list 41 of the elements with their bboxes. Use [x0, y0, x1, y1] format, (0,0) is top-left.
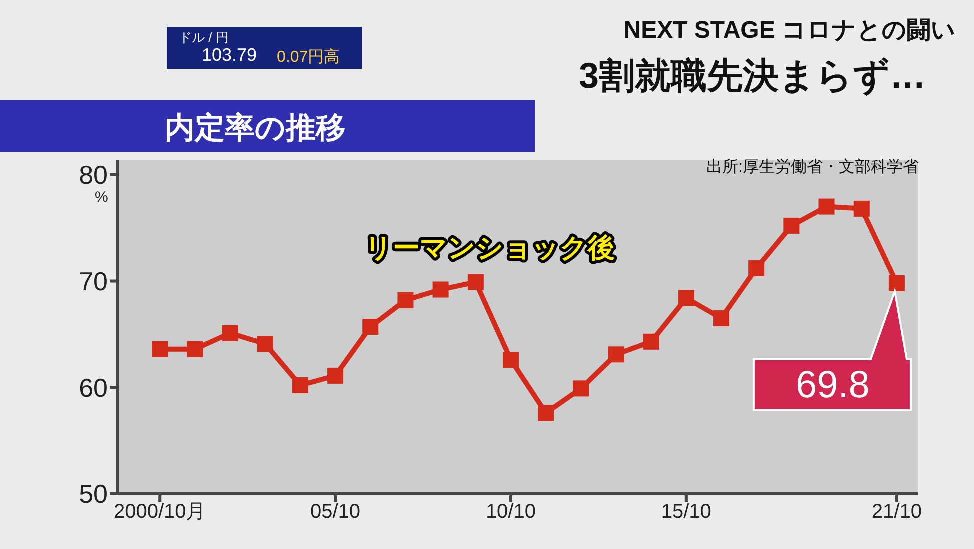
text: NEXT STAGE コロナとの闘い	[624, 16, 956, 46]
point	[222, 325, 238, 342]
point	[292, 378, 308, 394]
annotation: 出所:厚生労働省・文部科学省	[706, 158, 919, 178]
point	[608, 346, 624, 363]
point	[784, 218, 800, 234]
point	[328, 368, 344, 384]
point	[818, 198, 835, 215]
x-tick-label: 10/10	[486, 501, 536, 524]
text: 103.79	[202, 45, 258, 66]
y-tick-label: 80	[79, 160, 108, 190]
y-tick-label: 60	[79, 372, 108, 403]
x-tick-label: 05/10	[310, 501, 361, 524]
point	[573, 380, 590, 397]
point	[748, 260, 765, 276]
text: ドル / 円	[179, 29, 229, 47]
point	[398, 292, 414, 308]
x-tick-label: 21/10	[872, 501, 922, 524]
point	[502, 352, 519, 368]
point	[362, 319, 379, 335]
chart-title: 内定率の推移	[165, 111, 346, 147]
annotation: リーマンショック後	[365, 233, 615, 263]
x-tick-label: 15/10	[661, 501, 712, 524]
data-label: 69.8	[796, 364, 870, 406]
text: 0.07円高	[277, 48, 340, 68]
point	[643, 334, 660, 350]
y-tick-label: 70	[79, 266, 108, 296]
point	[854, 200, 870, 217]
point	[888, 275, 905, 292]
point	[152, 341, 168, 358]
x-tick-label: 2000/10月	[114, 501, 206, 524]
point	[468, 274, 484, 290]
point	[538, 405, 554, 422]
point	[714, 310, 730, 326]
point	[432, 282, 449, 298]
chart-subtitle: 3割就職先決まらず…	[578, 54, 926, 98]
y-axis-title: %	[95, 189, 108, 206]
point	[257, 336, 274, 352]
y-tick-label: 50	[79, 479, 108, 510]
point	[678, 290, 694, 306]
point	[187, 341, 204, 358]
